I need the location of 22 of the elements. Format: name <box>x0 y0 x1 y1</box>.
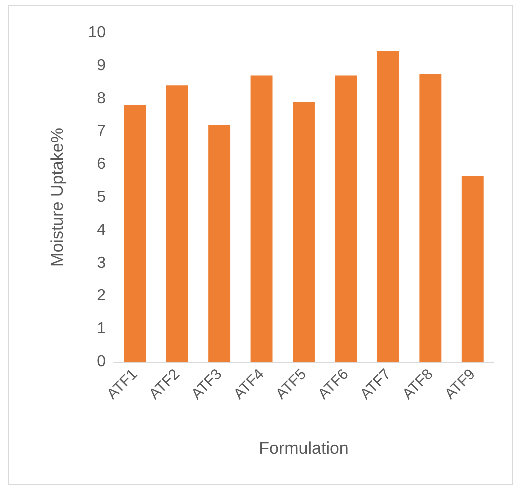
bar <box>293 102 315 362</box>
y-tick-label: 6 <box>97 156 106 174</box>
y-tick-label: 10 <box>88 24 106 42</box>
bar <box>250 76 273 362</box>
bar <box>420 74 442 362</box>
y-tick-label: 8 <box>97 90 106 108</box>
bar <box>377 51 400 362</box>
y-tick-label: 0 <box>97 354 106 370</box>
y-tick-label: 7 <box>97 123 106 140</box>
bar <box>462 176 484 362</box>
x-axis-title: Formulation <box>259 439 349 458</box>
y-tick-label: 9 <box>97 57 106 74</box>
y-tick-label: 3 <box>97 254 106 272</box>
y-tick-label: 4 <box>97 222 106 239</box>
y-tick-label: 5 <box>97 189 106 206</box>
bar <box>335 76 358 362</box>
y-axis-title: Moisture Uptake% <box>48 128 67 267</box>
bar <box>166 86 188 362</box>
bar <box>208 125 231 362</box>
y-tick-label: 1 <box>97 320 106 338</box>
y-tick-label: 2 <box>97 288 106 305</box>
bar <box>124 105 146 362</box>
